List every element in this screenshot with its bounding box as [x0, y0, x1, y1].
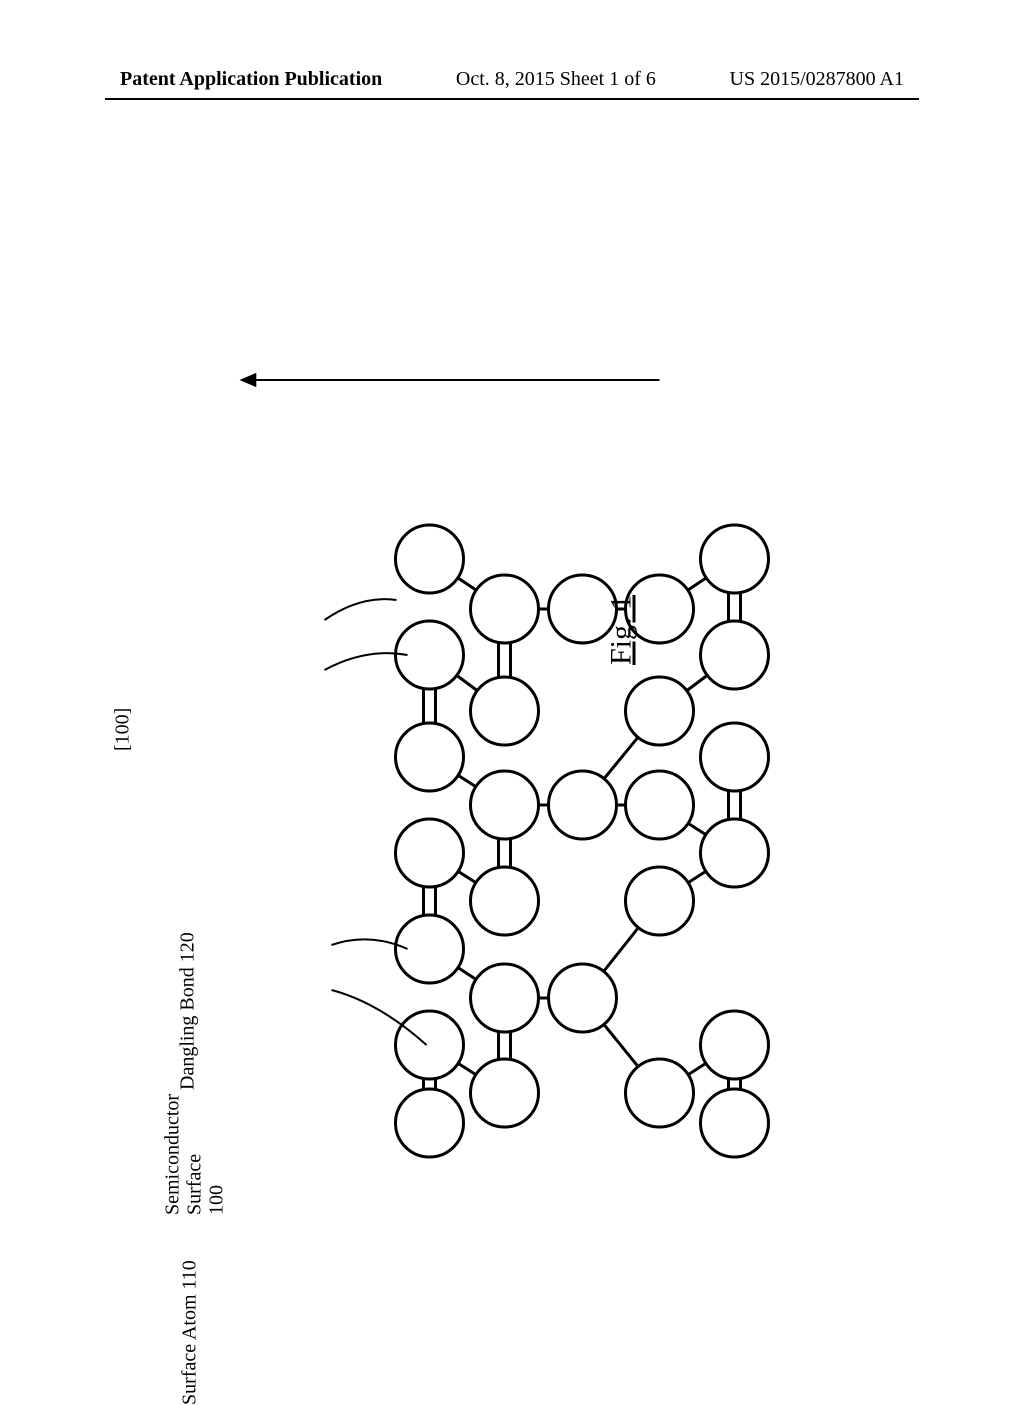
label-semiconductor-l3: 100	[206, 1185, 228, 1215]
label-surface-atom: Surface Atom 110	[179, 1260, 201, 1405]
atom-node	[471, 964, 539, 1032]
atom-node	[701, 819, 769, 887]
atom-node	[396, 1011, 464, 1079]
label-semiconductor-l1: Semiconductor	[162, 1094, 184, 1215]
header-left: Patent Application Publication	[120, 68, 382, 91]
label-semiconductor-surface: Semiconductor Surface 100	[162, 1094, 228, 1215]
atom-node	[396, 525, 464, 593]
label-dangling-bond: Dangling Bond 120	[177, 932, 199, 1090]
atom-node	[471, 1059, 539, 1127]
rotated-figure: Surface Atom 110 Semiconductor Surface 1…	[235, 205, 790, 1185]
atom-node	[626, 771, 694, 839]
lattice-diagram	[235, 205, 785, 1185]
nodes-layer	[396, 525, 769, 1157]
leader-line	[325, 599, 397, 620]
atom-node	[549, 771, 617, 839]
atom-node	[701, 1011, 769, 1079]
atom-node	[396, 1089, 464, 1157]
atom-node	[701, 621, 769, 689]
direction-arrow	[240, 373, 660, 387]
page-header: Patent Application Publication Oct. 8, 2…	[0, 68, 1024, 91]
atom-node	[549, 964, 617, 1032]
page: Patent Application Publication Oct. 8, 2…	[0, 0, 1024, 1320]
atom-node	[701, 723, 769, 791]
label-axis-100: [100]	[112, 708, 134, 751]
atom-node	[701, 1089, 769, 1157]
atom-node	[396, 819, 464, 887]
header-right: US 2015/0287800 A1	[730, 68, 904, 91]
atom-node	[626, 677, 694, 745]
atom-node	[626, 867, 694, 935]
atom-node	[471, 771, 539, 839]
atom-node	[701, 525, 769, 593]
figure-area: Surface Atom 110 Semiconductor Surface 1…	[0, 120, 1024, 1270]
atom-node	[471, 867, 539, 935]
header-center: Oct. 8, 2015 Sheet 1 of 6	[456, 68, 656, 91]
figure-caption: Fig. 1	[605, 595, 639, 665]
header-rule	[105, 98, 919, 100]
atom-node	[626, 1059, 694, 1127]
label-semiconductor-l2: Surface	[184, 1154, 206, 1215]
atom-node	[396, 723, 464, 791]
atom-node	[471, 677, 539, 745]
atom-node	[471, 575, 539, 643]
